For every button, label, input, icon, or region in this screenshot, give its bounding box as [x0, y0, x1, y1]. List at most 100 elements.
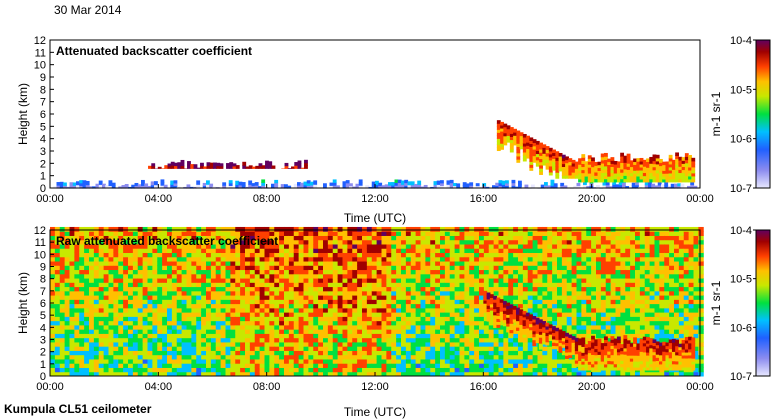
- heatmap-cell: [291, 166, 295, 169]
- heatmap-cell: [147, 256, 153, 262]
- heatmap-cell: [449, 278, 456, 283]
- heatmap-cell: [381, 341, 387, 347]
- heatmap-cell: [152, 299, 158, 305]
- heatmap-cell: [196, 350, 202, 356]
- heatmap-cell: [303, 239, 309, 245]
- heatmap-cell: [181, 363, 187, 368]
- heatmap-cell: [522, 269, 529, 275]
- heatmap-cell: [407, 184, 412, 189]
- heatmap-cell: [547, 278, 553, 283]
- heatmap-cell: [464, 329, 470, 334]
- heatmap-cell: [113, 282, 119, 288]
- heatmap-cell: [147, 265, 153, 271]
- heatmap-cell: [547, 367, 553, 373]
- heatmap-cell: [381, 295, 387, 300]
- heatmap-cell: [386, 312, 392, 317]
- heatmap-cell: [552, 252, 558, 258]
- heatmap-cell: [459, 341, 465, 347]
- heatmap-cell: [225, 303, 231, 309]
- heatmap-cell: [98, 261, 105, 266]
- heatmap-cell: [591, 316, 597, 322]
- heatmap-cell: [206, 299, 212, 305]
- heatmap-cell: [576, 185, 581, 189]
- heatmap-cell: [298, 333, 304, 339]
- heatmap-cell: [561, 243, 568, 249]
- heatmap-cell: [376, 367, 382, 373]
- heatmap-cell: [249, 316, 256, 322]
- heatmap-cell: [396, 358, 402, 364]
- heatmap-cell: [576, 320, 582, 326]
- heatmap-cell: [137, 256, 144, 262]
- heatmap-cell: [435, 235, 441, 241]
- heatmap-cell: [591, 278, 597, 283]
- heatmap-cell: [152, 239, 158, 245]
- heatmap-cell: [509, 136, 514, 141]
- heatmap-cell: [196, 371, 202, 377]
- heatmap-cell: [444, 273, 451, 279]
- heatmap-cell: [352, 248, 358, 254]
- heatmap-cell: [454, 248, 460, 254]
- heatmap-cell: [241, 182, 246, 186]
- heatmap-cell: [210, 341, 217, 347]
- heatmap-cell: [430, 235, 436, 241]
- heatmap-cell: [298, 265, 304, 271]
- heatmap-cell: [655, 172, 660, 177]
- heatmap-cell: [264, 316, 270, 322]
- heatmap-cell: [469, 346, 475, 351]
- heatmap-cell: [352, 371, 358, 377]
- heatmap-cell: [191, 252, 197, 258]
- heatmap-cell: [249, 290, 256, 296]
- heatmap-cell: [586, 333, 592, 339]
- heatmap-cell: [561, 371, 568, 377]
- heatmap-cell: [357, 243, 363, 249]
- heatmap-cell: [557, 324, 563, 330]
- heatmap-cell: [571, 290, 577, 296]
- heatmap-cell: [440, 324, 446, 330]
- heatmap-cell: [157, 256, 163, 262]
- heatmap-cell: [167, 165, 172, 169]
- heatmap-cell: [74, 265, 80, 271]
- heatmap-cell: [152, 367, 158, 373]
- heatmap-cell: [298, 299, 304, 305]
- heatmap-cell: [381, 243, 387, 249]
- heatmap-cell: [323, 235, 329, 241]
- heatmap-cell: [342, 273, 348, 279]
- heatmap-cell: [435, 329, 441, 334]
- heatmap-cell: [547, 239, 553, 245]
- heatmap-cell: [297, 182, 301, 186]
- heatmap-cell: [201, 320, 207, 326]
- heatmap-cell: [539, 155, 543, 160]
- heatmap-cell: [313, 333, 319, 339]
- heatmap-cell: [391, 295, 397, 300]
- heatmap-cell: [303, 290, 309, 296]
- heatmap-cell: [123, 226, 129, 232]
- heatmap-cell: [675, 170, 680, 174]
- heatmap-cell: [600, 371, 607, 377]
- heatmap-cell: [405, 295, 412, 300]
- heatmap-cell: [186, 341, 192, 347]
- heatmap-cell: [503, 265, 509, 271]
- heatmap-cell: [240, 346, 246, 351]
- heatmap-cell: [89, 226, 95, 232]
- heatmap-cell: [162, 354, 168, 360]
- heatmap-cell: [64, 226, 70, 232]
- heatmap-cell: [537, 367, 543, 373]
- heatmap-cell: [483, 346, 490, 351]
- heatmap-cell: [171, 295, 178, 300]
- heatmap-cell: [386, 286, 392, 292]
- heatmap-cell: [401, 329, 407, 334]
- heatmap-cell: [108, 371, 114, 377]
- heatmap-cell: [274, 265, 280, 271]
- heatmap-cell: [358, 179, 363, 183]
- heatmap-cell: [586, 278, 592, 283]
- heatmap-cell: [191, 358, 197, 364]
- heatmap-cell: [405, 282, 412, 288]
- heatmap-cell: [318, 261, 324, 266]
- heatmap-cell: [371, 320, 378, 326]
- heatmap-cell: [600, 156, 605, 161]
- heatmap-cell: [435, 290, 441, 296]
- heatmap-cell: [691, 178, 696, 183]
- heatmap-cell: [337, 226, 343, 232]
- colorbar-tick-label: 10-5: [730, 84, 752, 96]
- heatmap-cell: [396, 265, 402, 271]
